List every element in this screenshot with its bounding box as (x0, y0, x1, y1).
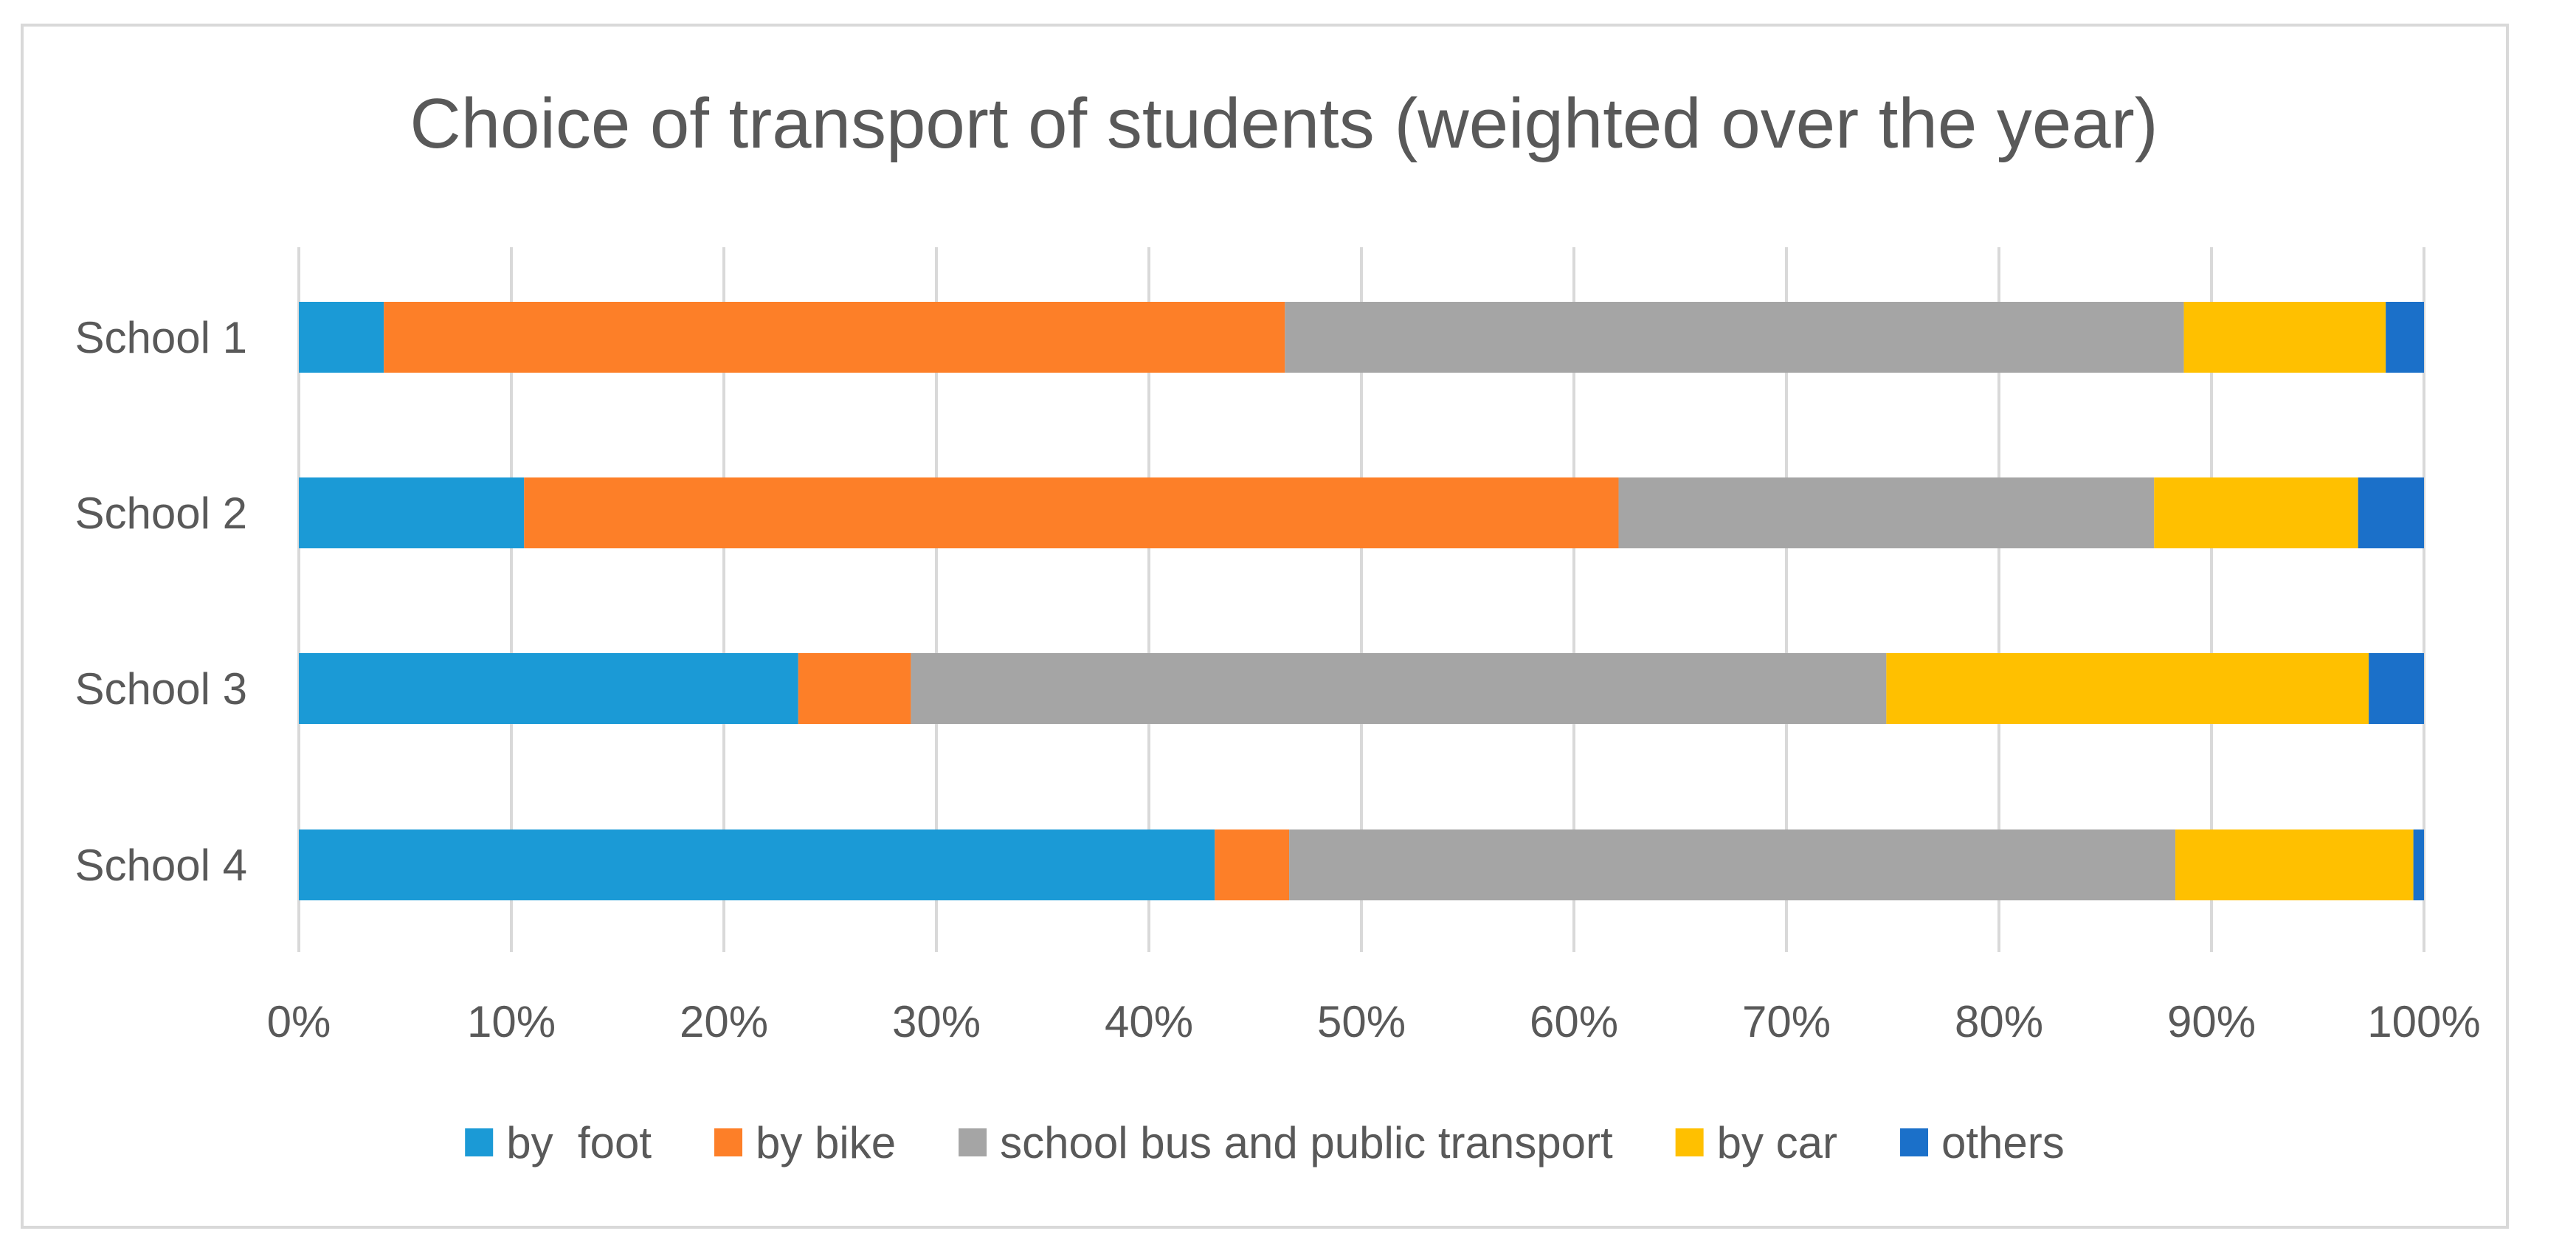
legend-item: by bike (714, 1118, 896, 1167)
bar-segment (299, 829, 1215, 900)
legend-item: by car (1675, 1118, 1837, 1167)
bar-segment (384, 302, 1285, 373)
legend-swatch (1675, 1128, 1704, 1156)
x-tick-label: 60% (1530, 997, 1618, 1046)
x-tick-label: 30% (892, 997, 981, 1046)
legend-label: others (1941, 1118, 2065, 1167)
x-tick-label: 40% (1105, 997, 1193, 1046)
legend-swatch (465, 1128, 494, 1156)
legend-swatch (714, 1128, 743, 1156)
bars (299, 302, 2424, 900)
legend-label: by car (1717, 1118, 1837, 1167)
x-tick-label: 50% (1317, 997, 1406, 1046)
legend-label: by bike (756, 1118, 896, 1167)
legend-swatch (1900, 1128, 1929, 1156)
x-tick-label: 10% (467, 997, 556, 1046)
legend-item: others (1900, 1118, 2065, 1167)
legend: by foot by bike school bus and public tran… (465, 1118, 2065, 1167)
chart-frame (21, 24, 2509, 1229)
x-tick-label: 0% (267, 997, 331, 1046)
category-label: School 4 (75, 841, 248, 890)
bar-segment (798, 653, 911, 724)
category-label: School 3 (75, 664, 248, 714)
legend-swatch (959, 1128, 987, 1156)
chart-title: Choice of transport of students (weighte… (410, 84, 2158, 163)
bar-segment (1618, 477, 2155, 548)
category-label: School 1 (75, 313, 248, 362)
legend-label: by foot (506, 1118, 652, 1167)
bar-segment (299, 302, 384, 373)
bar-segment (299, 477, 525, 548)
bar-segment (1215, 829, 1290, 900)
legend-item: by foot (465, 1118, 652, 1167)
bar-segment (2413, 829, 2424, 900)
value-axis: 0% 10% 20% 30% 40% 50% 60% 70% 80% 90% 100% (267, 997, 2481, 1046)
x-tick-label: 80% (1955, 997, 2043, 1046)
x-tick-label: 90% (2167, 997, 2256, 1046)
bar-segment (2175, 829, 2414, 900)
bar-segment (1886, 653, 2369, 724)
bar-segment (1285, 302, 2184, 373)
legend-label: school bus and public transport (1000, 1118, 1613, 1167)
bar-segment (2386, 302, 2424, 373)
x-tick-label: 100% (2367, 997, 2480, 1046)
bar-segment (524, 477, 1619, 548)
bar-segment (2183, 302, 2386, 373)
bar-segment (2154, 477, 2358, 548)
bar-segment (299, 653, 798, 724)
category-label: School 2 (75, 489, 248, 538)
bar-segment (911, 653, 1887, 724)
x-tick-label: 20% (680, 997, 768, 1046)
bar-segment (2358, 477, 2424, 548)
bar-segment (1289, 829, 2176, 900)
legend-item: school bus and public transport (959, 1118, 1613, 1167)
x-tick-label: 70% (1742, 997, 1831, 1046)
bar-segment (2369, 653, 2424, 724)
category-axis: School 1 School 2 School 3 School 4 (75, 313, 248, 890)
